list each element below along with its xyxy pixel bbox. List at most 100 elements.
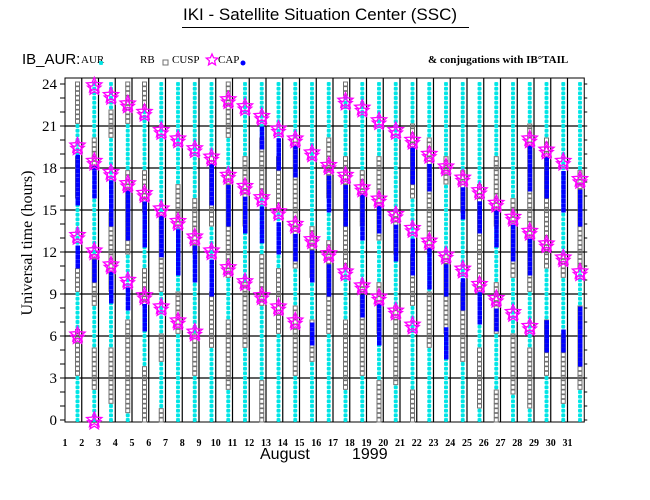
aur-marker xyxy=(259,371,264,376)
cap-marker xyxy=(410,170,415,176)
aur-marker xyxy=(561,301,566,306)
cap-marker xyxy=(125,226,131,232)
aur-marker xyxy=(376,366,382,371)
cap-marker xyxy=(142,327,147,332)
rb-marker xyxy=(410,408,415,414)
cusp-marker xyxy=(269,201,288,220)
aur-marker xyxy=(527,105,532,110)
cap-marker xyxy=(427,182,432,187)
cap-marker xyxy=(527,145,533,150)
cap-marker xyxy=(494,322,499,327)
aur-marker xyxy=(460,221,465,227)
aur-marker xyxy=(577,123,583,129)
cap-marker xyxy=(477,296,482,302)
aur-marker xyxy=(376,352,382,357)
rb-marker xyxy=(359,347,365,353)
rb-marker xyxy=(510,370,516,376)
rb-marker xyxy=(192,370,198,376)
rb-marker xyxy=(259,179,265,185)
aur-marker xyxy=(326,347,331,353)
aur-marker xyxy=(293,375,298,381)
rb-marker xyxy=(393,314,399,320)
aur-marker xyxy=(259,305,264,311)
aur-marker xyxy=(443,95,449,101)
cap-marker xyxy=(477,292,482,297)
cap-marker xyxy=(293,159,298,164)
cap-marker xyxy=(494,243,499,248)
rb-marker xyxy=(343,254,348,260)
aur-marker xyxy=(343,114,348,119)
cap-marker xyxy=(477,205,482,211)
cap-marker xyxy=(360,313,365,318)
aur-marker xyxy=(293,273,298,278)
aur-marker xyxy=(192,95,197,101)
cap-marker xyxy=(142,233,147,239)
x-axis-month: August xyxy=(260,446,310,463)
cap-marker xyxy=(444,264,449,269)
aur-marker xyxy=(443,123,449,129)
aur-marker xyxy=(276,399,281,404)
cap-marker xyxy=(75,201,80,206)
rb-marker xyxy=(443,156,449,162)
cap-marker xyxy=(159,220,164,225)
aur-marker xyxy=(577,413,583,418)
rb-marker xyxy=(493,408,499,414)
cap-marker xyxy=(360,194,365,199)
aur-marker xyxy=(360,273,365,278)
cusp-marker xyxy=(151,296,171,315)
cusp-marker xyxy=(403,315,422,333)
cap-marker xyxy=(226,208,231,213)
cusp-marker xyxy=(85,79,103,96)
aur-marker xyxy=(142,254,147,259)
aur-marker xyxy=(410,198,415,203)
cap-marker xyxy=(209,191,214,197)
aur-marker xyxy=(175,413,181,418)
rb-marker xyxy=(259,403,265,409)
cap-marker xyxy=(427,163,432,169)
aur-marker xyxy=(125,161,130,166)
aur-marker xyxy=(242,403,248,409)
aur-marker xyxy=(175,282,181,287)
aur-marker xyxy=(326,399,331,404)
aur-marker xyxy=(410,310,415,315)
aur-marker xyxy=(494,91,499,96)
cusp-marker xyxy=(370,114,388,131)
aur-marker xyxy=(75,315,80,320)
aur-marker xyxy=(443,184,449,189)
aur-marker xyxy=(443,389,449,395)
cap-marker xyxy=(293,173,298,178)
aur-marker xyxy=(276,380,281,385)
cap-marker xyxy=(276,156,281,162)
cap-marker xyxy=(477,201,482,206)
aur-marker xyxy=(343,408,348,413)
aur-marker xyxy=(293,100,298,105)
cap-marker xyxy=(109,271,114,276)
cap-marker xyxy=(410,271,415,276)
rb-marker xyxy=(259,263,265,269)
aur-marker xyxy=(544,394,549,399)
x-tick-label: 27 xyxy=(496,438,506,449)
aur-marker xyxy=(510,91,516,96)
cap-marker xyxy=(377,224,382,229)
aur-marker xyxy=(159,156,164,161)
rb-marker xyxy=(192,361,198,367)
aur-marker xyxy=(360,114,365,119)
rb-marker xyxy=(376,403,382,409)
cap-marker xyxy=(511,238,516,244)
cap-marker xyxy=(460,215,466,220)
rb-marker xyxy=(108,361,114,367)
aur-marker xyxy=(192,179,197,185)
cusp-marker xyxy=(570,169,590,188)
aur-marker xyxy=(192,375,197,381)
aur-marker xyxy=(326,403,331,409)
aur-marker xyxy=(92,394,97,399)
cap-marker xyxy=(159,215,164,221)
aur-marker xyxy=(393,413,398,418)
cap-marker xyxy=(527,182,533,187)
aur-marker xyxy=(427,91,432,96)
rb-marker xyxy=(359,352,365,358)
rb-marker xyxy=(242,170,248,176)
aur-marker xyxy=(494,371,499,376)
aur-marker xyxy=(192,86,197,91)
cap-marker xyxy=(511,257,516,262)
